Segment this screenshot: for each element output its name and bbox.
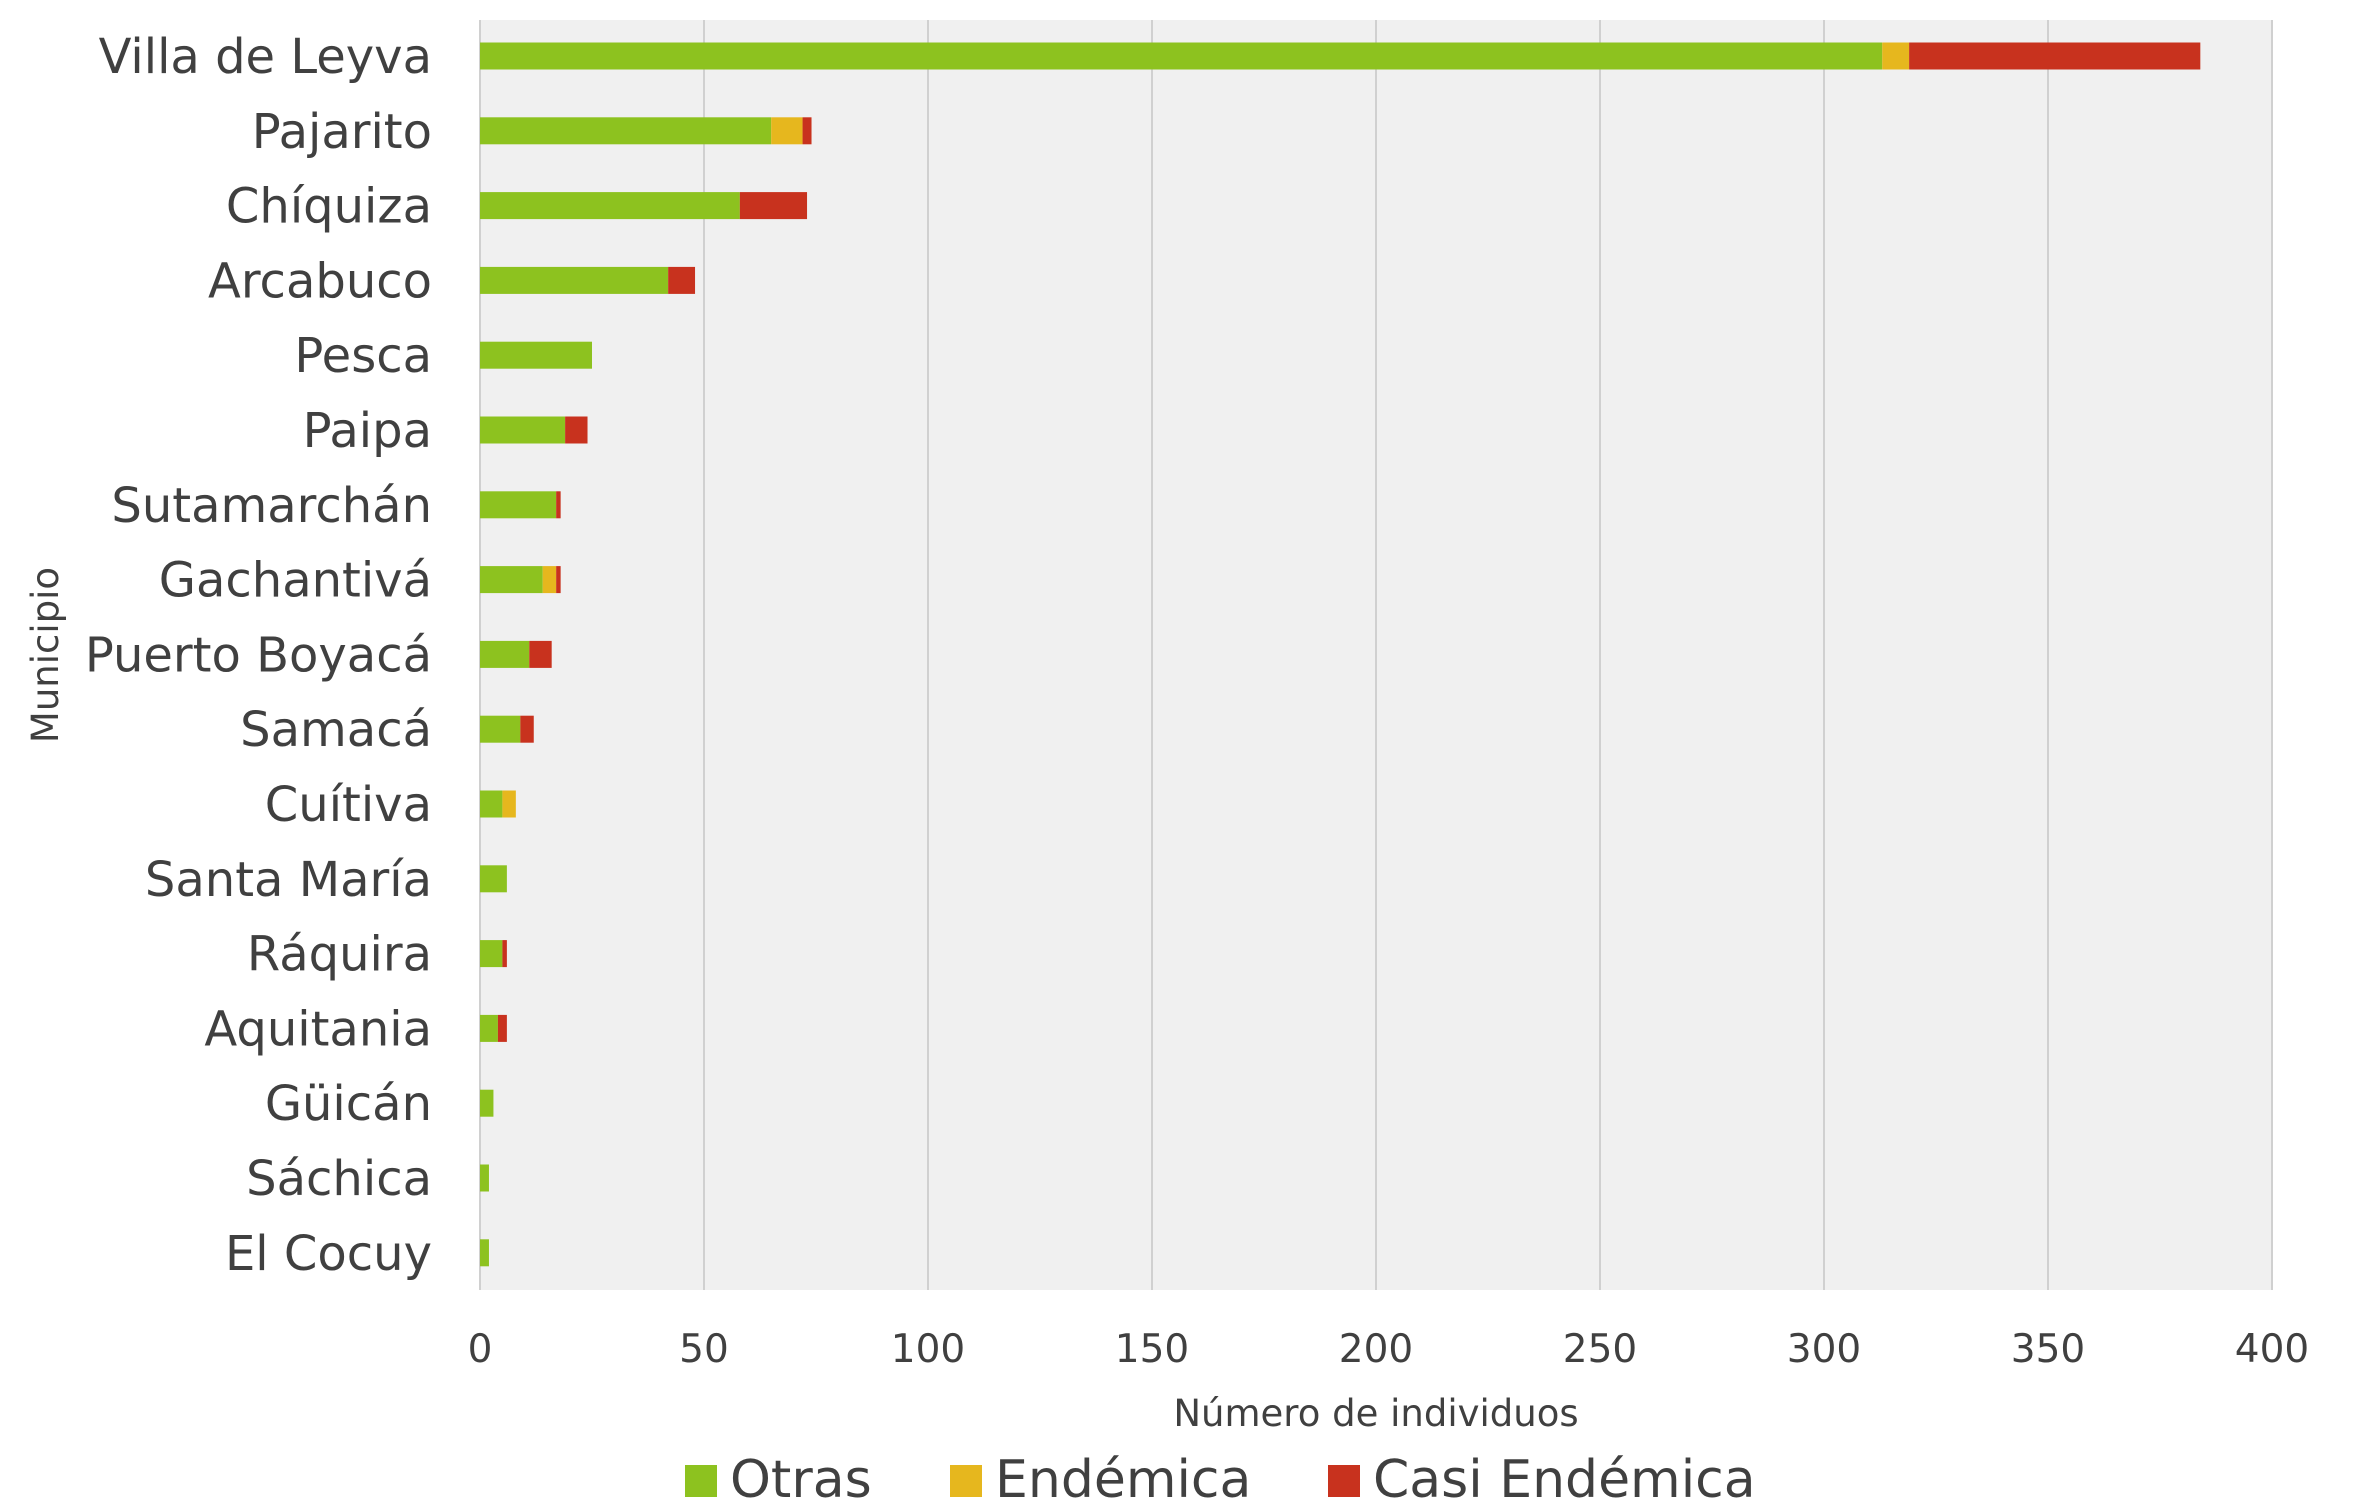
- bar-gachantiva-casi-endemica: [556, 566, 561, 594]
- bar-villa-de-leyva-endemica: [1882, 42, 1910, 70]
- x-tick-0: 0: [468, 1327, 493, 1372]
- bar-pajarito-endemica: [771, 117, 803, 145]
- category-label-aquitania: Aquitania: [204, 1001, 432, 1057]
- bar-samaca-casi-endemica: [520, 715, 534, 743]
- legend-swatch-casi-endemica: [1328, 1465, 1360, 1497]
- category-label-puerto-boyaca: Puerto Boyacá: [85, 627, 432, 683]
- legend-swatch-otras: [685, 1465, 717, 1497]
- legend-label-otras: Otras: [730, 1450, 872, 1506]
- bar-samaca-otras: [480, 715, 521, 743]
- x-tick-300: 300: [1787, 1327, 1861, 1372]
- legend-label-casi-endemica: Casi Endémica: [1373, 1450, 1756, 1506]
- bar-paipa-casi-endemica: [565, 416, 588, 444]
- bars: [480, 42, 2201, 1267]
- x-tick-250: 250: [1563, 1327, 1637, 1372]
- bar-arcabuco-casi-endemica: [668, 266, 696, 294]
- category-label-sutamarchan: Sutamarchán: [111, 478, 432, 534]
- y-axis-title: Municipio: [24, 567, 67, 743]
- category-label-arcabuco: Arcabuco: [208, 253, 432, 309]
- category-label-raquira: Ráquira: [247, 927, 432, 983]
- x-tick-350: 350: [2011, 1327, 2085, 1372]
- bar-chiquiza-otras: [480, 192, 740, 220]
- bar-arcabuco-otras: [480, 266, 669, 294]
- bar-gachantiva-endemica: [542, 566, 557, 594]
- category-label-pesca: Pesca: [294, 328, 432, 384]
- category-label-guican: Güicán: [265, 1076, 432, 1132]
- bar-sutamarchan-casi-endemica: [556, 491, 561, 519]
- bar-puerto-boyaca-casi-endemica: [529, 640, 552, 668]
- bar-aquitania-casi-endemica: [497, 1014, 507, 1042]
- category-label-cuitiva: Cuítiva: [265, 777, 432, 833]
- legend-swatch-endemica: [950, 1465, 982, 1497]
- bar-villa-de-leyva-casi-endemica: [1909, 42, 2201, 70]
- category-label-sachica: Sáchica: [246, 1151, 432, 1207]
- bar-puerto-boyaca-otras: [480, 640, 530, 668]
- x-tick-400: 400: [2235, 1327, 2309, 1372]
- category-label-samaca: Samacá: [240, 702, 432, 758]
- category-labels: Villa de Leyva Pajarito Chíquiza Arcabuco Pe…: [85, 29, 432, 1282]
- x-axis-title: Número de individuos: [1173, 1392, 1578, 1435]
- category-label-gachantiva: Gachantivá: [159, 553, 432, 609]
- bar-aquitania-otras: [480, 1014, 498, 1042]
- bar-santa-maria-otras: [480, 865, 507, 893]
- bar-sachica-otras: [480, 1164, 489, 1192]
- bar-cuitiva-otras: [480, 790, 503, 818]
- bar-gachantiva-otras: [480, 566, 543, 594]
- category-label-chiquiza: Chíquiza: [226, 179, 432, 235]
- bar-el-cocuy-otras: [480, 1239, 489, 1267]
- x-tick-200: 200: [1339, 1327, 1413, 1372]
- bar-paipa-otras: [480, 416, 566, 444]
- category-label-el-cocuy: El Cocuy: [225, 1226, 432, 1282]
- category-label-paipa: Paipa: [303, 403, 432, 459]
- x-tick-100: 100: [891, 1327, 965, 1372]
- category-label-pajarito: Pajarito: [252, 104, 432, 160]
- category-label-villa-de-leyva: Villa de Leyva: [99, 29, 432, 85]
- bar-raquira-otras: [480, 940, 503, 968]
- bar-raquira-casi-endemica: [502, 940, 507, 968]
- x-tick-150: 150: [1115, 1327, 1189, 1372]
- bar-cuitiva-endemica: [502, 790, 516, 818]
- legend-label-endemica: Endémica: [995, 1450, 1251, 1506]
- x-tick-labels: 0 50 100 150 200 250 300 350 400: [468, 1327, 2310, 1372]
- bar-pesca-otras: [480, 341, 592, 369]
- bar-chiquiza-casi-endemica: [739, 192, 808, 220]
- bar-pajarito-casi-endemica: [802, 117, 812, 145]
- bar-pajarito-otras: [480, 117, 772, 145]
- category-label-santa-maria: Santa María: [145, 852, 432, 908]
- bar-guican-otras: [480, 1089, 494, 1117]
- bar-villa-de-leyva-otras: [480, 42, 1883, 70]
- legend: Otras Endémica Casi Endémica: [685, 1450, 1756, 1506]
- x-tick-50: 50: [679, 1327, 729, 1372]
- gridlines: [479, 20, 2273, 1290]
- bar-sutamarchan-otras: [480, 491, 557, 519]
